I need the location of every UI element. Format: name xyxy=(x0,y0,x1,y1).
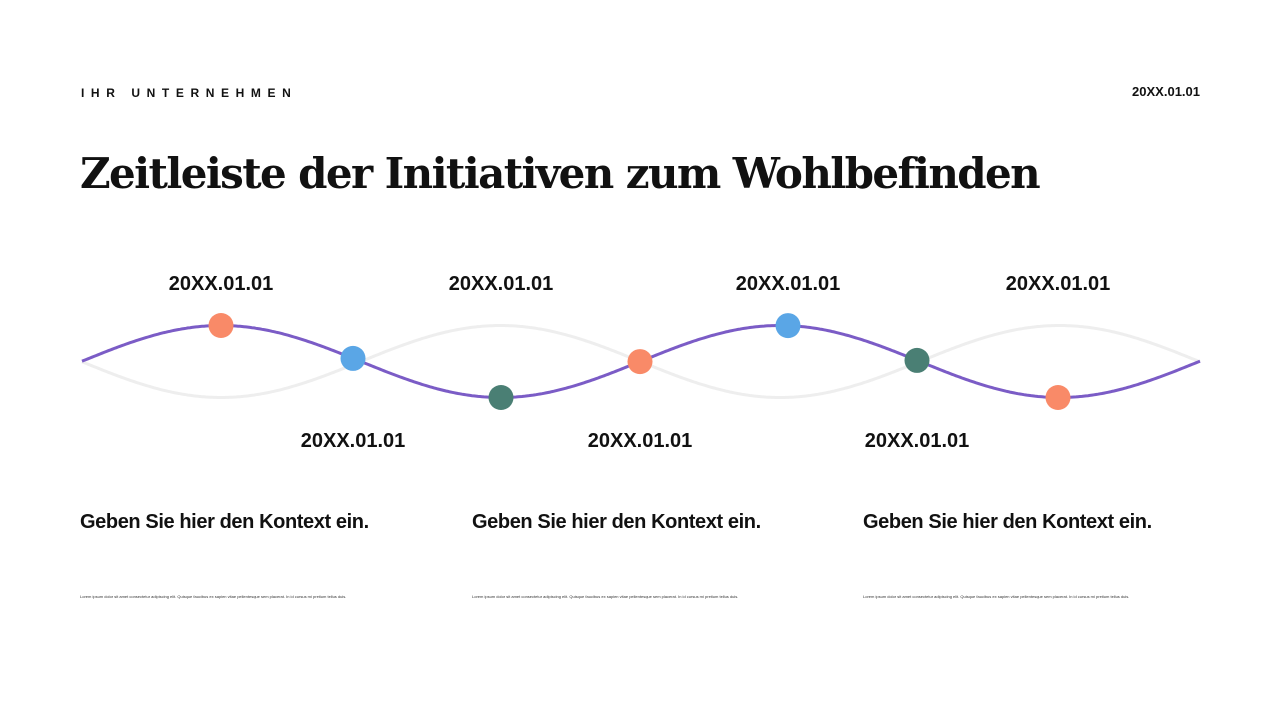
slide-title: Zeitleiste der Initiativen zum Wohlbefin… xyxy=(80,149,1041,198)
milestone-date-3: 20XX.01.01 xyxy=(448,273,554,295)
milestone-date-1: 20XX.01.01 xyxy=(168,273,274,295)
milestone-dot-7 xyxy=(1045,385,1071,410)
context-heading-3: Geben Sie hier den Kontext ein. xyxy=(863,511,1152,533)
milestone-dot-5 xyxy=(775,313,801,339)
header-date: 20XX.01.01 xyxy=(1132,84,1200,99)
milestone-dot-3 xyxy=(488,385,514,410)
milestone-dot-2 xyxy=(340,345,366,371)
milestone-date-2: 20XX.01.01 xyxy=(300,430,406,452)
company-name: IHR UNTERNEHMEN xyxy=(81,86,298,100)
milestone-date-4: 20XX.01.01 xyxy=(587,430,693,452)
milestone-date-7: 20XX.01.01 xyxy=(1005,273,1111,295)
context-body-2: Lorem ipsum dolor sit amet consectetur a… xyxy=(472,594,739,599)
context-body-1: Lorem ipsum dolor sit amet consectetur a… xyxy=(80,594,347,599)
context-heading-2: Geben Sie hier den Kontext ein. xyxy=(472,511,761,533)
milestone-date-6: 20XX.01.01 xyxy=(864,430,970,452)
milestone-date-5: 20XX.01.01 xyxy=(735,273,841,295)
context-heading-1: Geben Sie hier den Kontext ein. xyxy=(80,511,369,533)
milestone-dot-1 xyxy=(208,313,234,338)
milestone-dot-6 xyxy=(904,347,930,373)
milestone-dot-4 xyxy=(627,349,653,375)
context-body-3: Lorem ipsum dolor sit amet consectetur a… xyxy=(863,594,1130,599)
